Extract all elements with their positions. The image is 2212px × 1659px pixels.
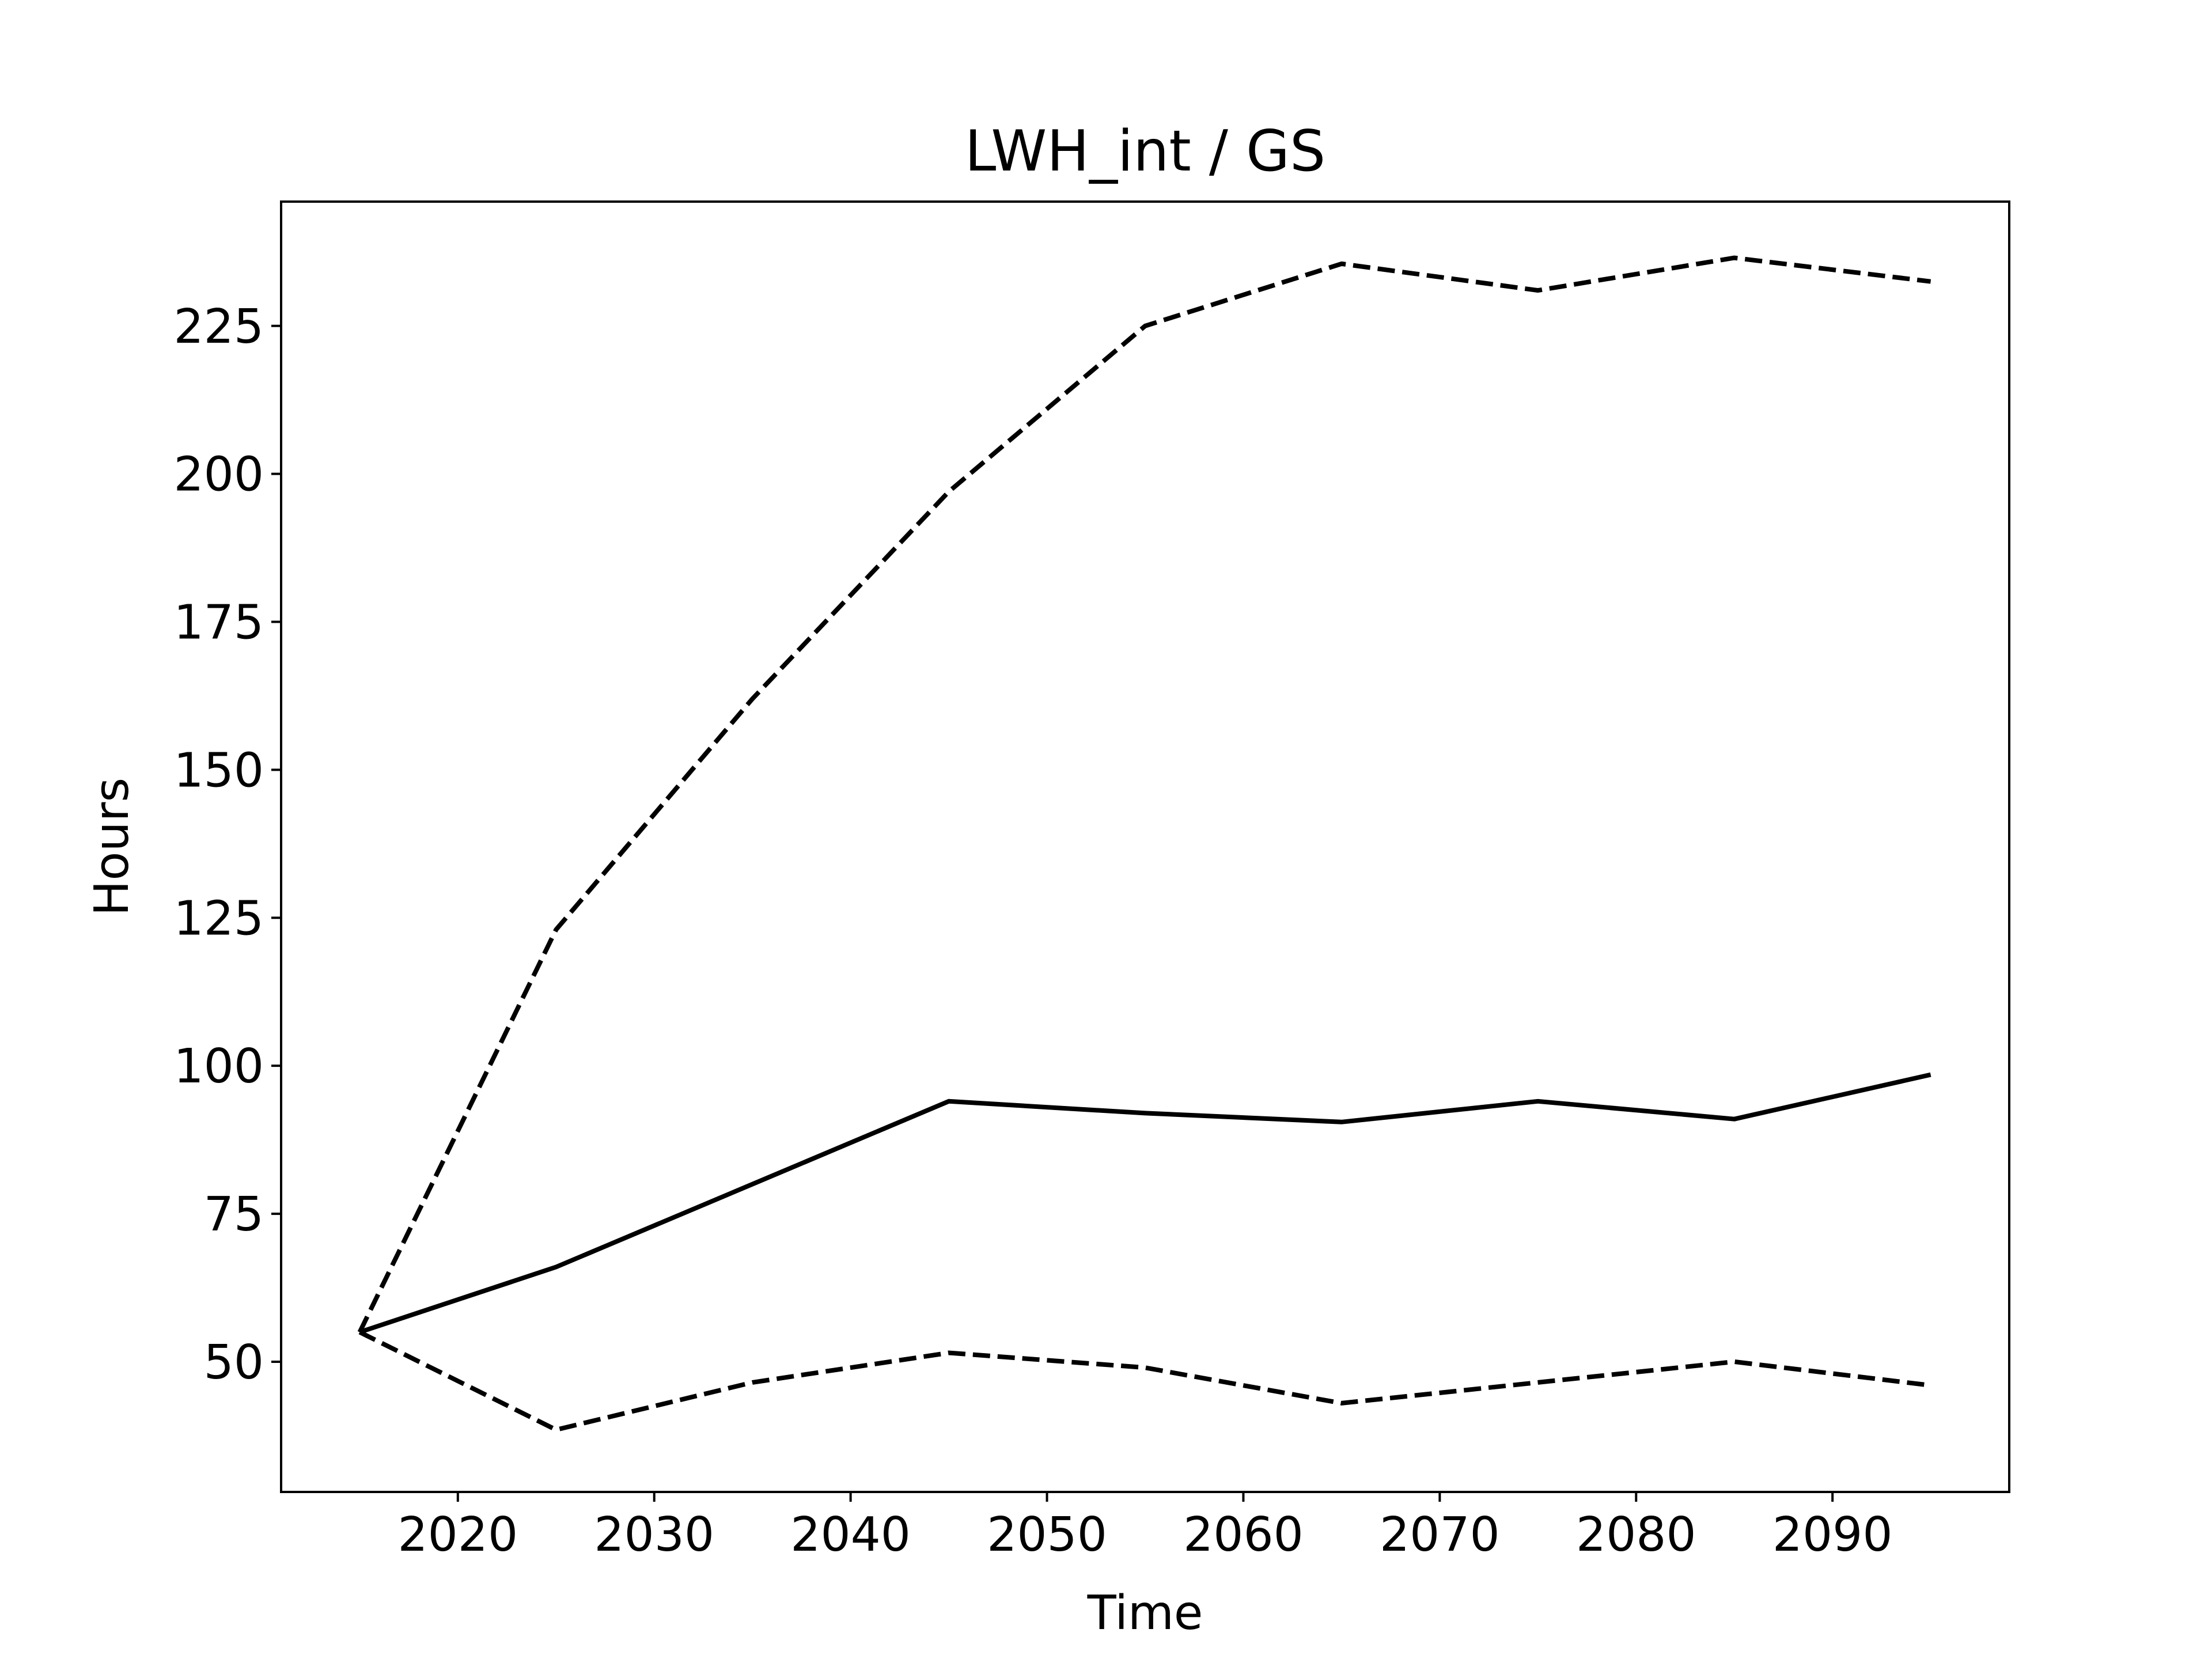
series-layer: [357, 255, 1931, 1433]
y-tick-label: 125: [173, 891, 264, 946]
x-tick-label: 2090: [1772, 1508, 1893, 1562]
x-axis-label: Time: [1087, 1586, 1203, 1641]
y-axis-label: Hours: [85, 778, 139, 916]
solid-series-line-0: [359, 1072, 1931, 1335]
y-tick-label: 150: [173, 743, 264, 798]
x-tick-label: 2040: [790, 1508, 911, 1562]
chart-title: LWH_int / GS: [965, 119, 1325, 184]
dashed-series-line-2: [358, 1330, 1931, 1433]
plot-frame: [280, 200, 2010, 1493]
y-axis-ticks: 50 75 100 125 150 175 200 225: [173, 300, 281, 1390]
x-tick-label: 2070: [1380, 1508, 1500, 1562]
x-tick-label: 2080: [1576, 1508, 1696, 1562]
x-axis-ticks: 2020 2030 2040 2050 2060 2070 2080 2090: [397, 1492, 1893, 1562]
x-tick-label: 2030: [594, 1508, 714, 1562]
y-tick-label: 100: [173, 1039, 264, 1094]
x-tick-label: 2060: [1183, 1508, 1304, 1562]
y-tick-label: 75: [204, 1187, 264, 1242]
y-tick-label: 225: [173, 300, 264, 354]
y-tick-label: 50: [204, 1335, 264, 1390]
dashed-series-line-1: [357, 255, 1931, 1334]
y-tick-label: 200: [173, 448, 264, 502]
y-tick-label: 175: [173, 596, 264, 650]
x-tick-label: 2050: [987, 1508, 1107, 1562]
x-tick-label: 2020: [397, 1508, 518, 1562]
